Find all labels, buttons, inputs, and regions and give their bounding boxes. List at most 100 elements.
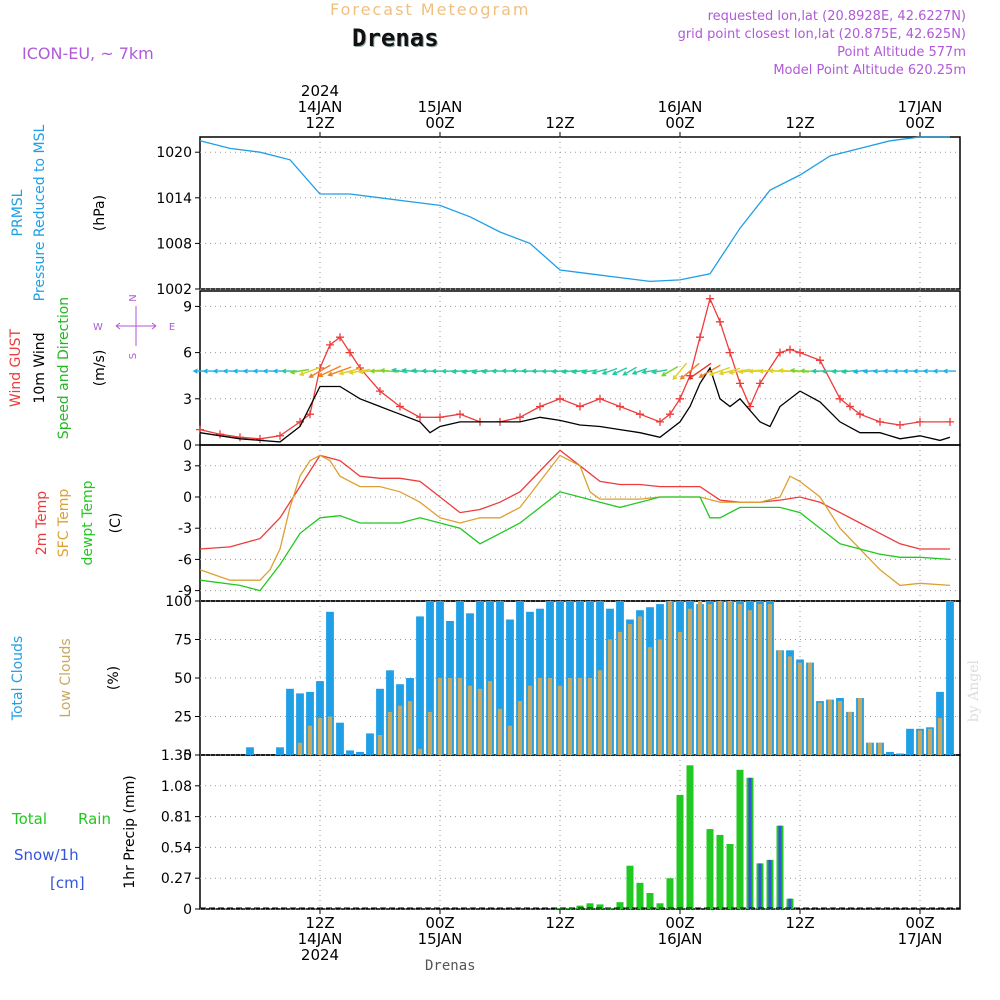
wind-arrow	[601, 367, 618, 375]
y-axis-label: SFC Temp	[56, 489, 72, 558]
low-cloud-bar	[937, 718, 943, 755]
low-cloud-bar	[787, 656, 793, 755]
y-axis-label: dewpt Temp	[80, 480, 96, 565]
requested-coords: requested lon,lat (20.8928E, 42.6227N)	[707, 9, 966, 24]
panel-frame	[199, 136, 961, 290]
low-cloud-bar	[507, 725, 513, 755]
low-cloud-bar	[397, 705, 403, 755]
low-cloud-bar	[477, 688, 483, 755]
panel-1: 1020 1014 1008 1002	[156, 136, 961, 298]
y-tick-label: 75	[174, 633, 192, 649]
gust-marker	[376, 387, 384, 396]
low-cloud-bar	[607, 639, 613, 755]
low-cloud-bar	[697, 601, 703, 755]
low-cloud-bar	[557, 685, 563, 755]
series-line	[199, 449, 950, 550]
gust-marker	[436, 413, 444, 422]
y-tick-label: 6	[183, 346, 192, 362]
top-time-label: 15JAN	[418, 98, 463, 116]
location-info: requested lon,lat (20.8928E, 42.6227N) g…	[678, 8, 966, 80]
y-tick-label: -9	[178, 584, 192, 600]
gust-marker	[236, 433, 244, 442]
gust-marker	[916, 417, 924, 426]
low-cloud-bar	[647, 647, 653, 755]
wind-arrow	[379, 368, 400, 374]
y-tick-label: 0	[183, 438, 192, 454]
total-cloud-bar	[906, 728, 914, 755]
y-tick-label: 0	[183, 902, 192, 918]
y-tick-label: 3	[183, 459, 192, 475]
series-line	[199, 296, 950, 440]
legend-total: Total	[11, 810, 47, 828]
top-time-label: 00Z	[905, 114, 934, 132]
gust-marker	[336, 333, 344, 342]
y-tick-label: 0.81	[161, 810, 192, 826]
rain-bar	[586, 903, 594, 909]
total-cloud-bar	[476, 601, 484, 755]
gust-marker	[676, 394, 684, 403]
bottom-time-label: 14JAN	[298, 930, 343, 948]
y-axis-label: Pressure Reduced to MSL	[32, 124, 48, 301]
total-cloud-bar	[416, 616, 424, 755]
low-cloud-bar	[437, 678, 443, 755]
low-cloud-bar	[627, 624, 633, 755]
total-cloud-bar	[486, 601, 494, 755]
y-axis-label: (C)	[108, 513, 124, 534]
low-cloud-bar	[927, 728, 933, 755]
wind-arrow	[687, 362, 712, 380]
compass-e: E	[169, 322, 175, 333]
y-tick-label: 1014	[156, 191, 192, 207]
total-cloud-bar	[896, 753, 904, 755]
y-tick-label: 3	[183, 392, 192, 408]
gust-marker	[556, 394, 564, 403]
model-label: ICON-EU, ~ 7km	[22, 44, 154, 63]
rain-bar	[686, 765, 694, 909]
gust-marker	[696, 333, 704, 342]
forecast-label: Forecast Meteogram	[330, 0, 531, 19]
top-time-label: 00Z	[665, 114, 694, 132]
gust-marker	[326, 340, 334, 349]
total-cloud-bar	[466, 613, 474, 755]
gust-marker	[276, 431, 284, 440]
wind-arrow	[338, 367, 361, 376]
gust-marker	[846, 402, 854, 411]
compass-w: W	[93, 322, 103, 333]
total-cloud-bar	[276, 747, 284, 755]
rain-bar	[596, 904, 604, 909]
wind-arrow	[852, 368, 866, 374]
snow-bar	[768, 859, 772, 909]
gust-marker	[576, 402, 584, 411]
wind-arrow	[327, 366, 352, 377]
wind-arrow	[308, 364, 331, 378]
model-altitude: Model Point Altitude 620.25m	[773, 63, 966, 78]
y-tick-label: 0.54	[161, 840, 192, 856]
wind-arrow	[611, 367, 628, 376]
y-axis-label: 10m Wind	[32, 332, 48, 403]
low-cloud-bar	[577, 678, 583, 755]
panel-frame	[199, 754, 961, 910]
wind-arrow	[651, 369, 668, 375]
y-axis-label: Total Clouds	[10, 636, 26, 721]
total-cloud-bar	[296, 693, 304, 755]
total-cloud-bar	[886, 751, 894, 755]
low-cloud-bar	[837, 701, 843, 755]
legend-rain: Rain	[78, 810, 111, 828]
series-line	[199, 491, 951, 592]
bottom-time-label: 00Z	[665, 914, 694, 932]
wind-arrow	[718, 367, 741, 376]
gust-marker	[216, 430, 224, 439]
total-cloud-bar	[526, 611, 534, 755]
low-cloud-bar	[447, 678, 453, 755]
total-cloud-bar	[246, 747, 254, 755]
gust-marker	[716, 317, 724, 326]
low-cloud-bar	[387, 711, 393, 755]
low-cloud-bar	[537, 678, 543, 755]
y-tick-label: -6	[178, 552, 192, 568]
total-cloud-bar	[286, 688, 294, 755]
low-cloud-bar	[747, 610, 753, 755]
snow-bar	[758, 863, 762, 909]
rain-bar	[626, 865, 634, 909]
gust-marker	[616, 402, 624, 411]
total-cloud-bar	[556, 601, 564, 755]
